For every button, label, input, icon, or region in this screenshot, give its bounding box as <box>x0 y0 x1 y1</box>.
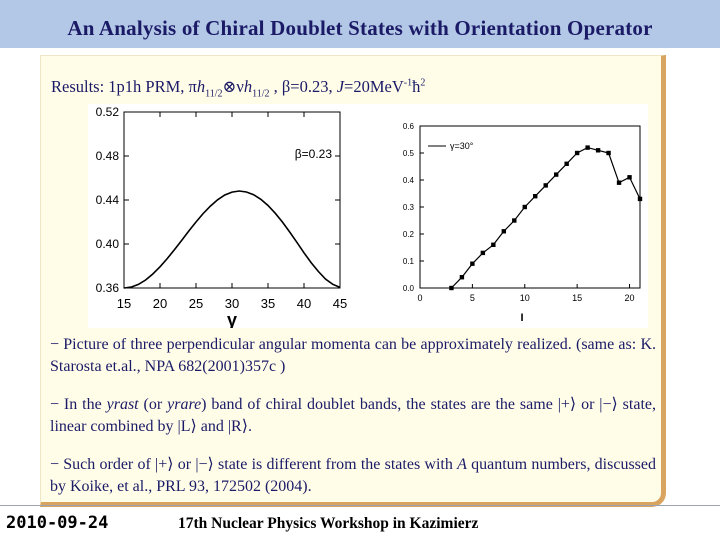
chart1-xtick-label: 45 <box>333 296 347 311</box>
chart2-point <box>595 148 601 153</box>
chart2-point <box>637 196 643 202</box>
chart1-ytick-label: 0.44 <box>96 193 120 207</box>
results-J: J <box>336 77 345 96</box>
chart2-point <box>533 194 538 199</box>
chart1-xtick-label: 25 <box>189 296 203 311</box>
chart2-ytick-label: 0.2 <box>403 230 415 239</box>
bullet-3: − Such order of |+⟩ or |−⟩ state is diff… <box>50 454 656 498</box>
bullet-3-a: − Such order of |+⟩ or |−⟩ state is diff… <box>50 456 458 473</box>
chart2-xtick-label: 5 <box>470 293 475 303</box>
results-mev: =20MeV <box>344 77 404 96</box>
bullet-2-b: (or <box>138 396 168 413</box>
chart2-xtick-label: 10 <box>520 293 530 303</box>
results-hbar: ħ <box>412 77 421 96</box>
chart1-legend: β=0.23 <box>295 147 333 161</box>
chart1-xtick-label: 35 <box>261 296 275 311</box>
chart2-xtick-label: 0 <box>417 293 422 303</box>
chart2-ytick-label: 0.1 <box>403 257 415 266</box>
bullet-2: − In the yrast (or yrare) band of chiral… <box>50 394 656 438</box>
chart2-xtick-label: 15 <box>572 293 582 303</box>
chart2-point <box>522 204 527 210</box>
chart1-xtick-label: 15 <box>117 296 131 311</box>
chart2-xtick-label: 20 <box>625 293 635 303</box>
results-h2: h <box>243 77 253 96</box>
bullet-3-b: quantum numbers, discussed by Koike, et … <box>50 456 657 495</box>
footer-text: 17th Nuclear Physics Workshop in Kazimie… <box>178 515 479 532</box>
chart2-point <box>449 285 454 291</box>
chart2-point <box>564 161 569 166</box>
chart1-ytick-label: 0.48 <box>96 149 120 163</box>
bullet-1: − Picture of three perpendicular angular… <box>50 336 656 375</box>
results-sup1: -1 <box>403 77 413 89</box>
chart2-ytick-label: 0.0 <box>403 284 415 293</box>
results-prefix: Results: 1p1h PRM, <box>51 77 189 96</box>
footer-divider <box>0 505 720 506</box>
chart2-point <box>627 175 632 180</box>
results-otimes: ⊗ <box>222 77 237 96</box>
results-nu: ν <box>236 77 244 96</box>
bullet-3-A: A <box>457 456 467 473</box>
chart2-point <box>543 183 548 188</box>
chart1-xtick-label: 20 <box>153 296 167 311</box>
chart1-frame <box>123 111 341 289</box>
footer-date: 2010-09-24 <box>6 513 109 533</box>
chart2-point <box>616 180 622 185</box>
chart2-point <box>606 150 611 156</box>
chart2-point <box>470 261 475 266</box>
chart2-ytick-label: 0.3 <box>403 203 415 212</box>
chart1-xlabel: γ <box>227 310 237 328</box>
chart2-point <box>585 145 590 150</box>
chart2-point <box>553 172 559 177</box>
chart2-ytick-label: 0.5 <box>403 149 415 158</box>
results-pi: π <box>188 77 197 96</box>
figure: 15 20 25 30 35 40 45 0.52 0.48 0.44 0.40 0.36 β=0.23… <box>68 104 648 330</box>
results-sub1: 11/2 <box>205 88 223 100</box>
slide-title: An Analysis of Chiral Doublet States wit… <box>67 16 653 40</box>
chart2-ytick-label: 0.6 <box>403 122 415 131</box>
chart1-ytick-label: 0.52 <box>96 105 120 119</box>
bullet-2-c: ) band of chiral doublet bands, the stat… <box>50 396 657 435</box>
results-line: Results: 1p1h PRM, πh11/2⊗νh11/2 , β=0.2… <box>51 77 425 99</box>
chart1-xtick-label: 40 <box>297 296 311 311</box>
bullet-2-yrast: yrast <box>106 396 139 413</box>
results-h1: h <box>196 77 206 96</box>
results-beta: , β=0.23, <box>269 77 337 96</box>
results-sup2: 2 <box>420 77 426 89</box>
chart2-ytick-label: 0.4 <box>403 176 415 185</box>
chart1-series-line <box>123 190 341 289</box>
bullet-2-a: − In the <box>50 396 107 413</box>
chart2-xlabel: I <box>520 312 523 324</box>
chart2-legend: γ=30° <box>450 141 474 151</box>
chart2-point <box>459 275 465 280</box>
chart2-point <box>574 150 580 156</box>
bullet-2-yrare: yrare <box>167 396 202 413</box>
chart2-frame <box>419 125 641 289</box>
title-bar: An Analysis of Chiral Doublet States wit… <box>0 0 720 48</box>
chart1-xtick-label: 30 <box>225 296 239 311</box>
charts-svg: 15 20 25 30 35 40 450.520.480.440.400.36β=0.23… <box>68 105 643 330</box>
chart1-ytick-label: 0.36 <box>96 281 120 295</box>
chart2-point <box>512 218 517 223</box>
results-sub2: 11/2 <box>252 88 270 100</box>
chart1-ytick-label: 0.40 <box>96 237 120 251</box>
chart2-point <box>501 229 507 234</box>
chart2-point <box>480 250 486 256</box>
chart2-point <box>491 242 496 247</box>
